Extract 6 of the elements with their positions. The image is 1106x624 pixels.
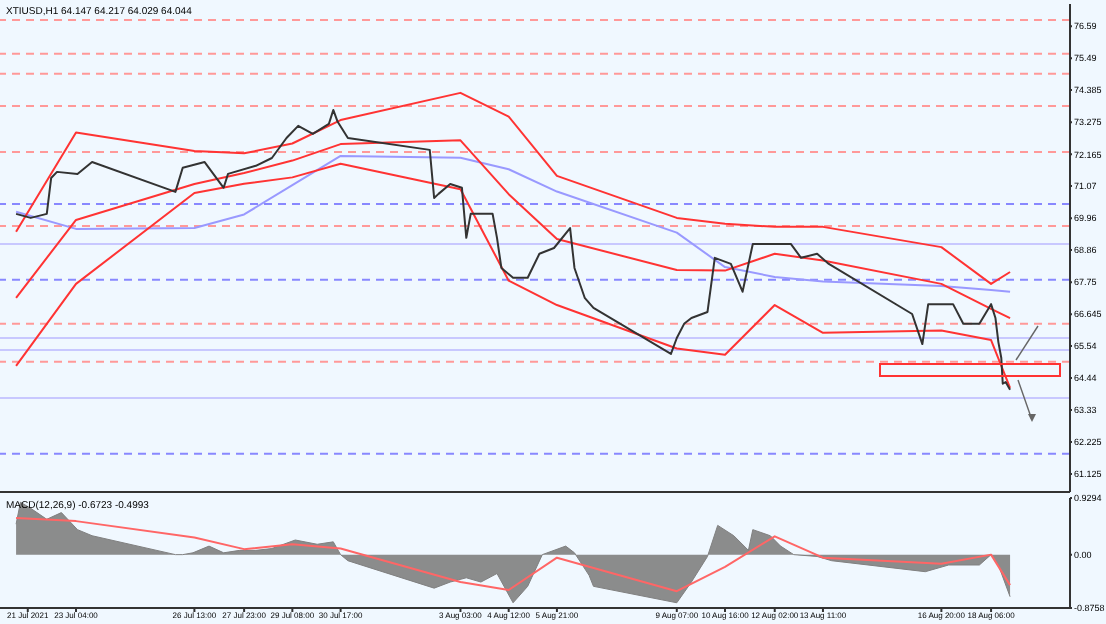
line-series	[15, 162, 1012, 389]
line-series	[15, 91, 1012, 285]
line-series	[15, 154, 1012, 293]
line-series	[15, 108, 1012, 391]
line-series	[15, 517, 1012, 593]
line-series	[15, 139, 1012, 320]
